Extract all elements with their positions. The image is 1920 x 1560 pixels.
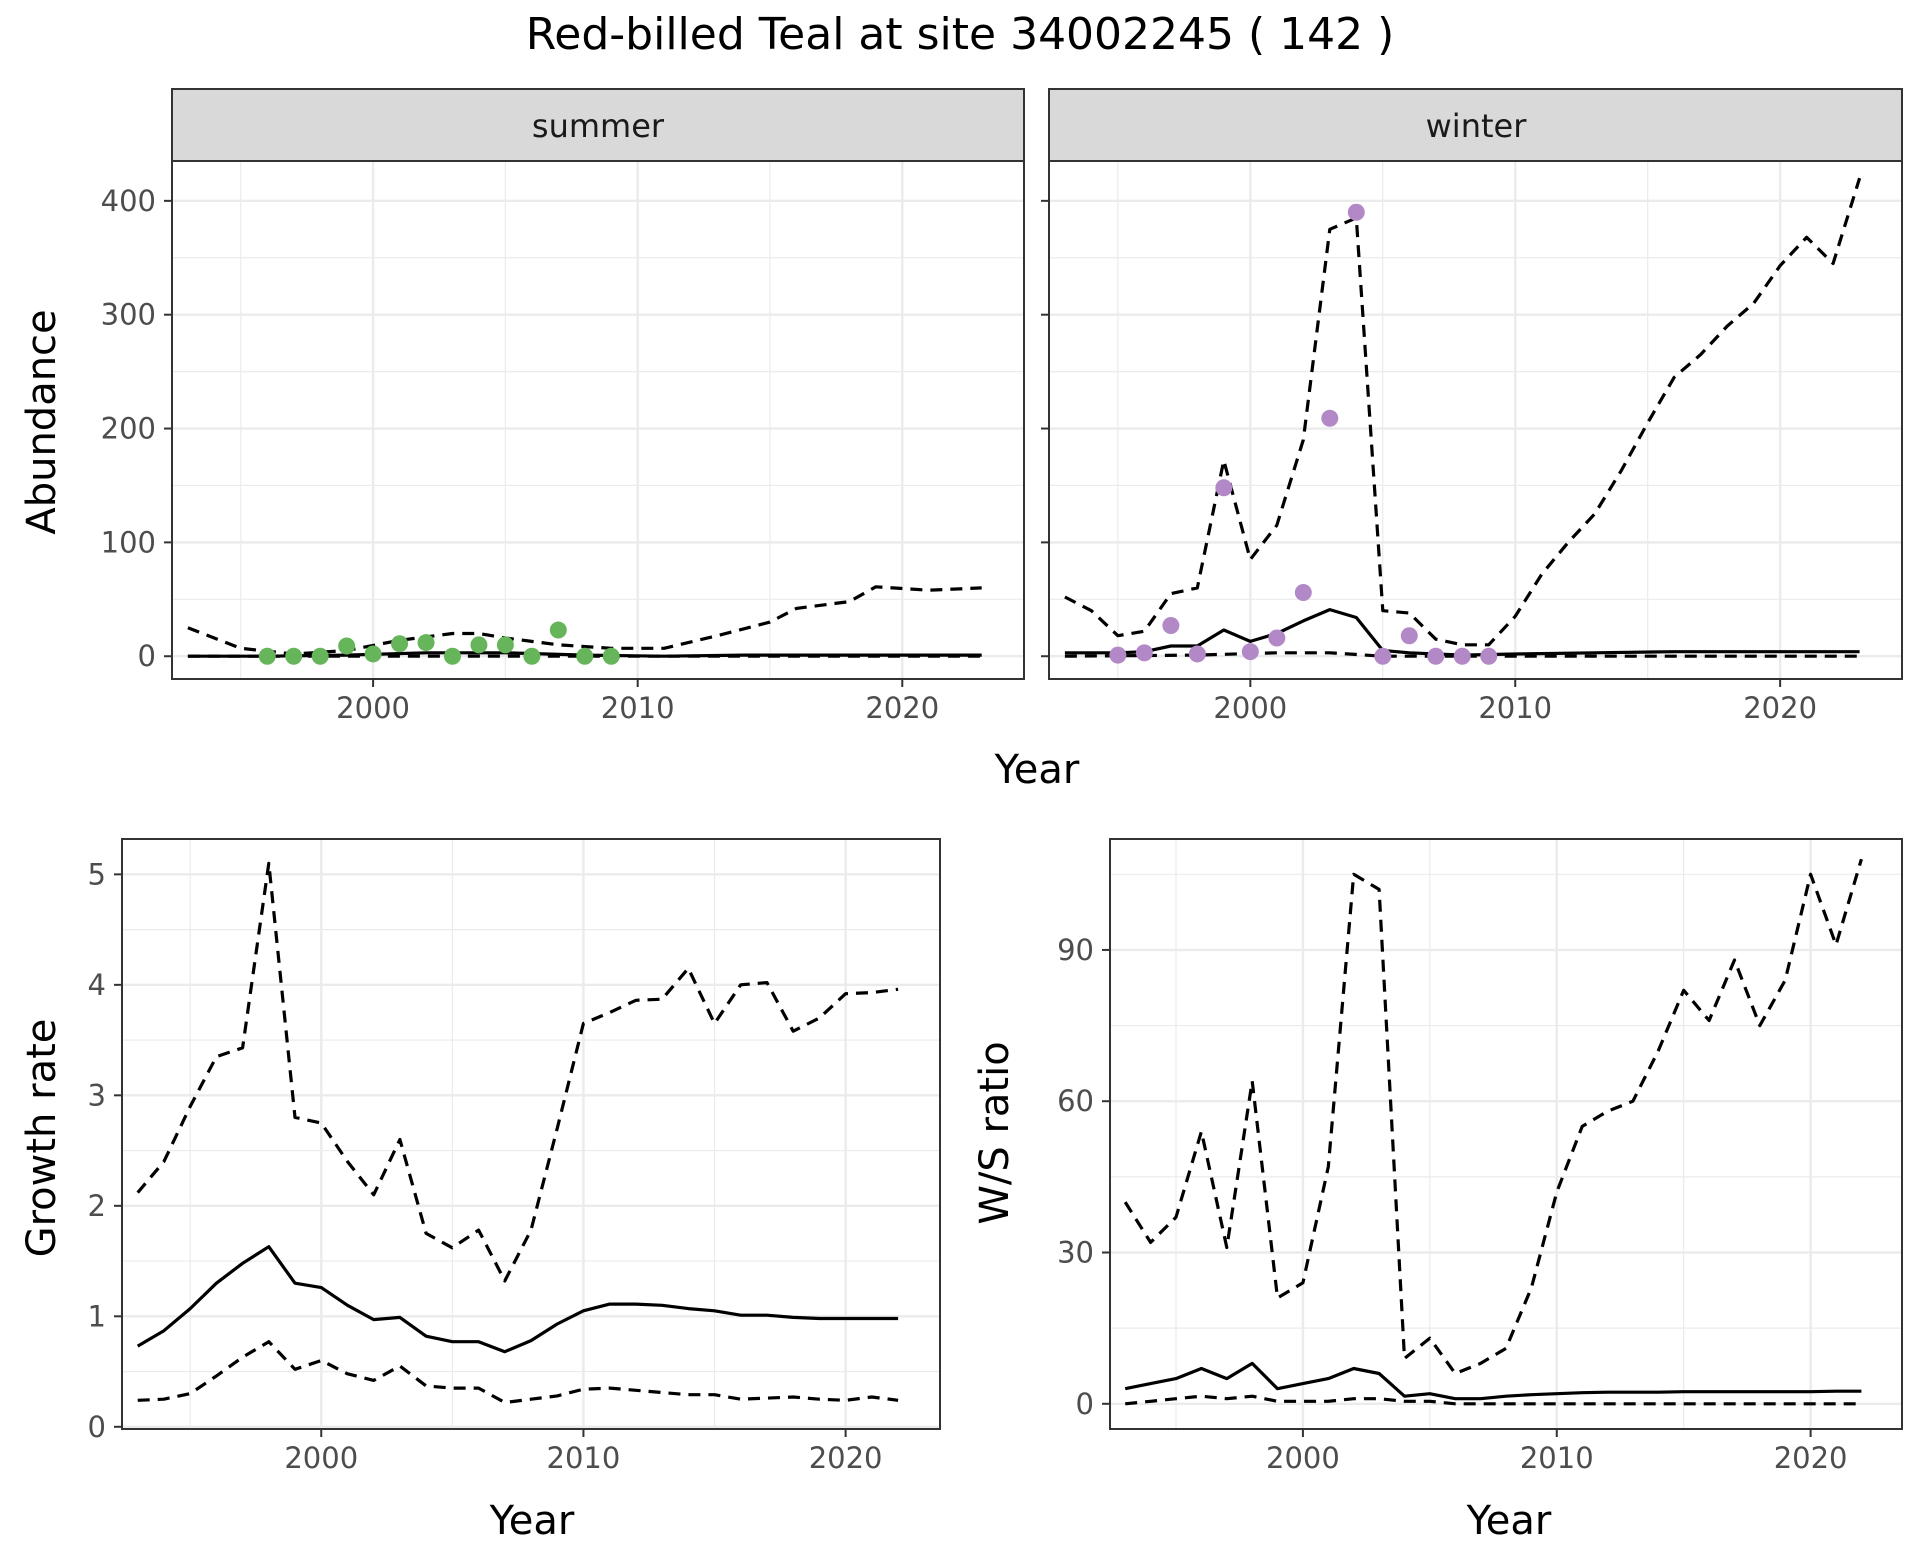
data-point [1162,616,1180,634]
data-point [470,636,488,654]
winter-panel: winter 2000 2010 2020 [1041,88,1903,725]
summer-strip [171,88,1025,162]
x-tick-label: 2000 [284,1441,358,1475]
data-point [602,647,620,665]
data-point [443,647,461,665]
plot-border [121,838,941,1430]
ratio-x-axis-title: Year [1466,1498,1552,1544]
data-point [1268,629,1286,647]
x-tick-label: 2010 [1478,691,1552,725]
x-tick-label: 2000 [1213,691,1287,725]
y-tick-label: 400 [101,184,156,218]
data-point [549,621,567,639]
data-point [1427,647,1445,665]
plot-border [1048,160,1903,680]
series-line-dashed-0 [1064,177,1862,647]
series-line-solid-1 [1064,607,1860,657]
data-point [1215,479,1233,497]
summer-plot: 2000 2010 2020 0 100 200 300 400 [101,160,1025,725]
data-point [311,647,329,665]
y-tick-label: 30 [1057,1236,1094,1270]
ratio-plot: 2000 2010 2020 0 30 60 90 [1057,838,1903,1475]
data-point [1135,644,1153,662]
x-tick-label: 2000 [1266,1441,1340,1475]
growth-panel: 2000 2010 2020 0 1 2 3 4 5 [88,838,941,1475]
x-tick-label: 2020 [1743,691,1817,725]
growth-y-axis-title: Growth rate [19,1019,65,1258]
series-line-solid-1 [136,1245,899,1354]
y-tick-label: 1 [88,1299,106,1333]
plot-background [1049,161,1902,679]
data-point [523,647,541,665]
plot-border [1109,838,1903,1430]
y-tick-label: 300 [101,298,156,332]
winter-strip-label: winter [1426,107,1528,145]
summer-panel: summer 2000 2010 2020 0 100 200 300 400 [101,88,1025,725]
y-tick-label: 100 [101,525,156,559]
x-tick-label: 2010 [601,691,675,725]
abundance-y-axis-title: Abundance [19,309,65,534]
series-line-dashed-0 [136,861,899,1283]
series-line-dashed-2 [137,1340,899,1405]
data-point [1453,647,1471,665]
y-tick-label: 2 [88,1189,106,1223]
data-point [1241,643,1259,661]
data-point [338,637,356,655]
data-point [1321,409,1339,427]
growth-x-axis-title: Year [489,1498,575,1544]
series-line-dashed-0 [1123,858,1863,1376]
ratio-panel: 2000 2010 2020 0 30 60 90 [1057,838,1903,1475]
data-point [1480,647,1498,665]
data-point [1294,583,1312,601]
winter-strip [1048,88,1903,162]
x-tick-label: 2020 [1774,1441,1848,1475]
series-line-solid-1 [1124,1361,1862,1401]
plot-background [172,161,1024,679]
winter-plot: 2000 2010 2020 [1041,160,1903,725]
abundance-x-axis-title: Year [994,747,1080,793]
growth-plot: 2000 2010 2020 0 1 2 3 4 5 [88,838,941,1475]
ratio-y-axis-title: W/S ratio [972,1041,1018,1224]
x-tick-label: 2020 [865,691,939,725]
data-point [285,647,303,665]
x-tick-label: 2000 [336,691,410,725]
figure-title: Red-billed Teal at site 34002245 ( 142 ) [526,9,1395,60]
y-tick-label: 0 [138,639,156,673]
y-tick-label: 0 [1076,1387,1094,1421]
data-point [496,636,514,654]
y-tick-label: 4 [88,968,106,1002]
y-tick-label: 200 [101,412,156,446]
plot-background [122,839,940,1429]
data-point [258,647,276,665]
plot-border [171,160,1025,680]
data-point [576,647,594,665]
y-tick-label: 60 [1057,1084,1094,1118]
y-tick-label: 90 [1057,933,1094,967]
summer-strip-label: summer [532,107,665,145]
x-tick-label: 2010 [547,1441,621,1475]
data-point [1347,203,1365,221]
data-point [1188,645,1206,663]
x-tick-label: 2010 [1520,1441,1594,1475]
data-point [391,635,409,653]
data-point [1374,647,1392,665]
data-point [364,645,382,663]
series-line-dashed-2 [1125,1394,1862,1406]
y-tick-label: 5 [88,857,106,891]
y-tick-label: 0 [88,1410,106,1444]
series-line-dashed-2 [1064,651,1860,658]
x-tick-label: 2020 [809,1441,883,1475]
y-tick-label: 3 [88,1078,106,1112]
data-point [1400,627,1418,645]
series-line-dashed-0 [187,585,982,656]
data-point [417,634,435,652]
data-point [1109,646,1127,664]
plot-background [1110,839,1902,1429]
